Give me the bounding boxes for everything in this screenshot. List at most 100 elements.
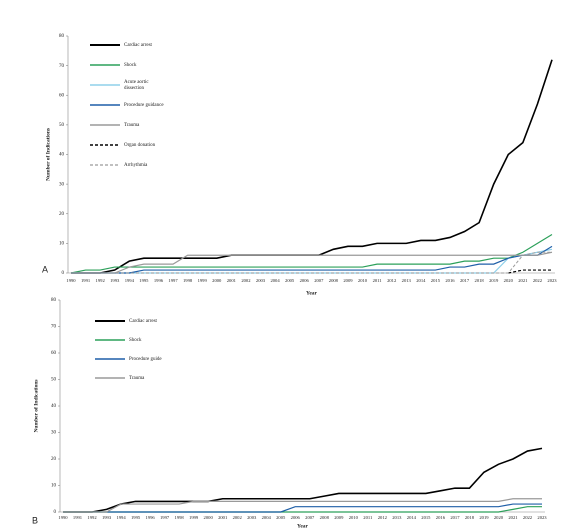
series-line xyxy=(63,503,542,513)
y-axis-label: Number of Indications xyxy=(33,379,39,432)
x-tick-label: 2013 xyxy=(402,278,412,283)
x-tick-label: 2002 xyxy=(241,278,251,283)
x-tick-label: 2014 xyxy=(416,278,426,283)
y-tick-label: 10 xyxy=(59,242,65,247)
legend-label: Arrhythmia xyxy=(124,163,148,168)
x-tick-label: 1995 xyxy=(139,278,149,283)
x-tick-label: 2001 xyxy=(227,278,237,283)
x-tick-label: 1994 xyxy=(125,278,135,283)
x-tick-label: 2021 xyxy=(508,515,518,520)
x-tick-label: 1998 xyxy=(175,515,185,520)
y-tick-label: 30 xyxy=(59,182,65,187)
x-tick-label: 2012 xyxy=(378,515,388,520)
x-tick-label: 1994 xyxy=(116,515,126,520)
legend-label: Trauma xyxy=(129,376,145,381)
x-tick-label: 2019 xyxy=(479,515,489,520)
legend-label: Procedure guide xyxy=(129,357,162,362)
y-tick-label: 30 xyxy=(51,431,57,436)
x-tick-label: 2000 xyxy=(204,515,214,520)
x-tick-label: 2004 xyxy=(262,515,272,520)
x-tick-label: 1991 xyxy=(73,515,83,520)
x-tick-label: 2005 xyxy=(276,515,286,520)
x-tick-label: 2015 xyxy=(421,515,431,520)
series-line xyxy=(71,251,553,274)
x-tick-label: 1991 xyxy=(81,278,91,283)
x-tick-label: 2005 xyxy=(285,278,295,283)
x-tick-label: 2001 xyxy=(218,515,228,520)
y-tick-label: 50 xyxy=(51,378,57,383)
x-tick-label: 1999 xyxy=(198,278,208,283)
x-tick-label: 2003 xyxy=(256,278,266,283)
panel-label: B xyxy=(32,515,38,525)
x-tick-label: 2015 xyxy=(431,278,441,283)
x-tick-label: 1995 xyxy=(131,515,141,520)
x-tick-label: 2020 xyxy=(494,515,504,520)
y-tick-label: 40 xyxy=(59,153,65,158)
series-line xyxy=(63,498,542,513)
x-tick-label: 2000 xyxy=(212,278,222,283)
x-tick-label: 1997 xyxy=(160,515,170,520)
x-tick-label: 1993 xyxy=(102,515,112,520)
y-tick-label: 60 xyxy=(51,351,57,356)
x-tick-label: 1990 xyxy=(58,515,68,520)
x-tick-label: 1997 xyxy=(168,278,178,283)
y-tick-label: 10 xyxy=(51,484,57,489)
series-line xyxy=(71,251,552,274)
legend-label: Organ donation xyxy=(124,143,156,148)
x-tick-label: 2011 xyxy=(363,515,373,520)
x-tick-label: 2006 xyxy=(291,515,301,520)
x-tick-label: 1992 xyxy=(96,278,106,283)
x-tick-label: 2009 xyxy=(343,278,353,283)
y-tick-label: 80 xyxy=(59,34,65,39)
x-tick-label: 2011 xyxy=(373,278,383,283)
legend-label: Shock xyxy=(129,338,142,343)
x-tick-label: 1999 xyxy=(189,515,199,520)
x-tick-label: 2021 xyxy=(518,278,528,283)
legend-label: Cardiac arrest xyxy=(124,43,153,48)
x-tick-label: 2010 xyxy=(349,515,359,520)
y-tick-label: 60 xyxy=(59,93,65,98)
x-tick-label: 2004 xyxy=(270,278,280,283)
x-tick-label: 2006 xyxy=(300,278,310,283)
x-tick-label: 2003 xyxy=(247,515,257,520)
x-tick-label: 1993 xyxy=(110,278,120,283)
x-tick-label: 2007 xyxy=(305,515,315,520)
y-tick-label: 20 xyxy=(51,457,57,462)
legend-label: Trauma xyxy=(124,123,140,128)
x-tick-label: 2017 xyxy=(460,278,470,283)
x-tick-label: 1998 xyxy=(183,278,193,283)
x-tick-label: 2023 xyxy=(547,278,557,283)
x-tick-label: 2007 xyxy=(314,278,324,283)
x-axis-label: Year xyxy=(297,523,309,529)
x-tick-label: 2016 xyxy=(436,515,446,520)
y-axis-label: Number of Indications xyxy=(45,128,51,181)
x-axis-label: Year xyxy=(306,290,318,296)
x-tick-label: 2002 xyxy=(233,515,243,520)
x-tick-label: 2016 xyxy=(445,278,455,283)
legend-label: Procedure guidance xyxy=(124,103,164,108)
x-tick-label: 2018 xyxy=(465,515,475,520)
x-tick-label: 2014 xyxy=(407,515,417,520)
y-tick-label: 80 xyxy=(51,298,57,303)
series-line xyxy=(63,506,542,513)
x-tick-label: 2009 xyxy=(334,515,344,520)
x-tick-label: 2022 xyxy=(523,515,533,520)
x-tick-label: 1992 xyxy=(87,515,97,520)
series-line xyxy=(70,233,553,274)
x-tick-label: 2020 xyxy=(504,278,514,283)
x-tick-label: 2022 xyxy=(533,278,543,283)
x-tick-label: 1996 xyxy=(154,278,164,283)
y-tick-label: 0 xyxy=(62,271,65,276)
panel-label: A xyxy=(42,264,48,274)
series-line xyxy=(508,269,552,274)
x-tick-label: 2008 xyxy=(320,515,330,520)
y-tick-label: 40 xyxy=(51,404,57,409)
y-tick-label: 20 xyxy=(59,212,65,217)
y-tick-label: 70 xyxy=(51,325,57,330)
x-tick-label: 2019 xyxy=(489,278,499,283)
legend-label: Cardiac arrest xyxy=(129,319,158,324)
legend-label: Shock xyxy=(124,63,137,68)
x-tick-label: 2013 xyxy=(392,515,402,520)
series-line xyxy=(63,447,543,513)
y-tick-label: 50 xyxy=(59,123,65,128)
